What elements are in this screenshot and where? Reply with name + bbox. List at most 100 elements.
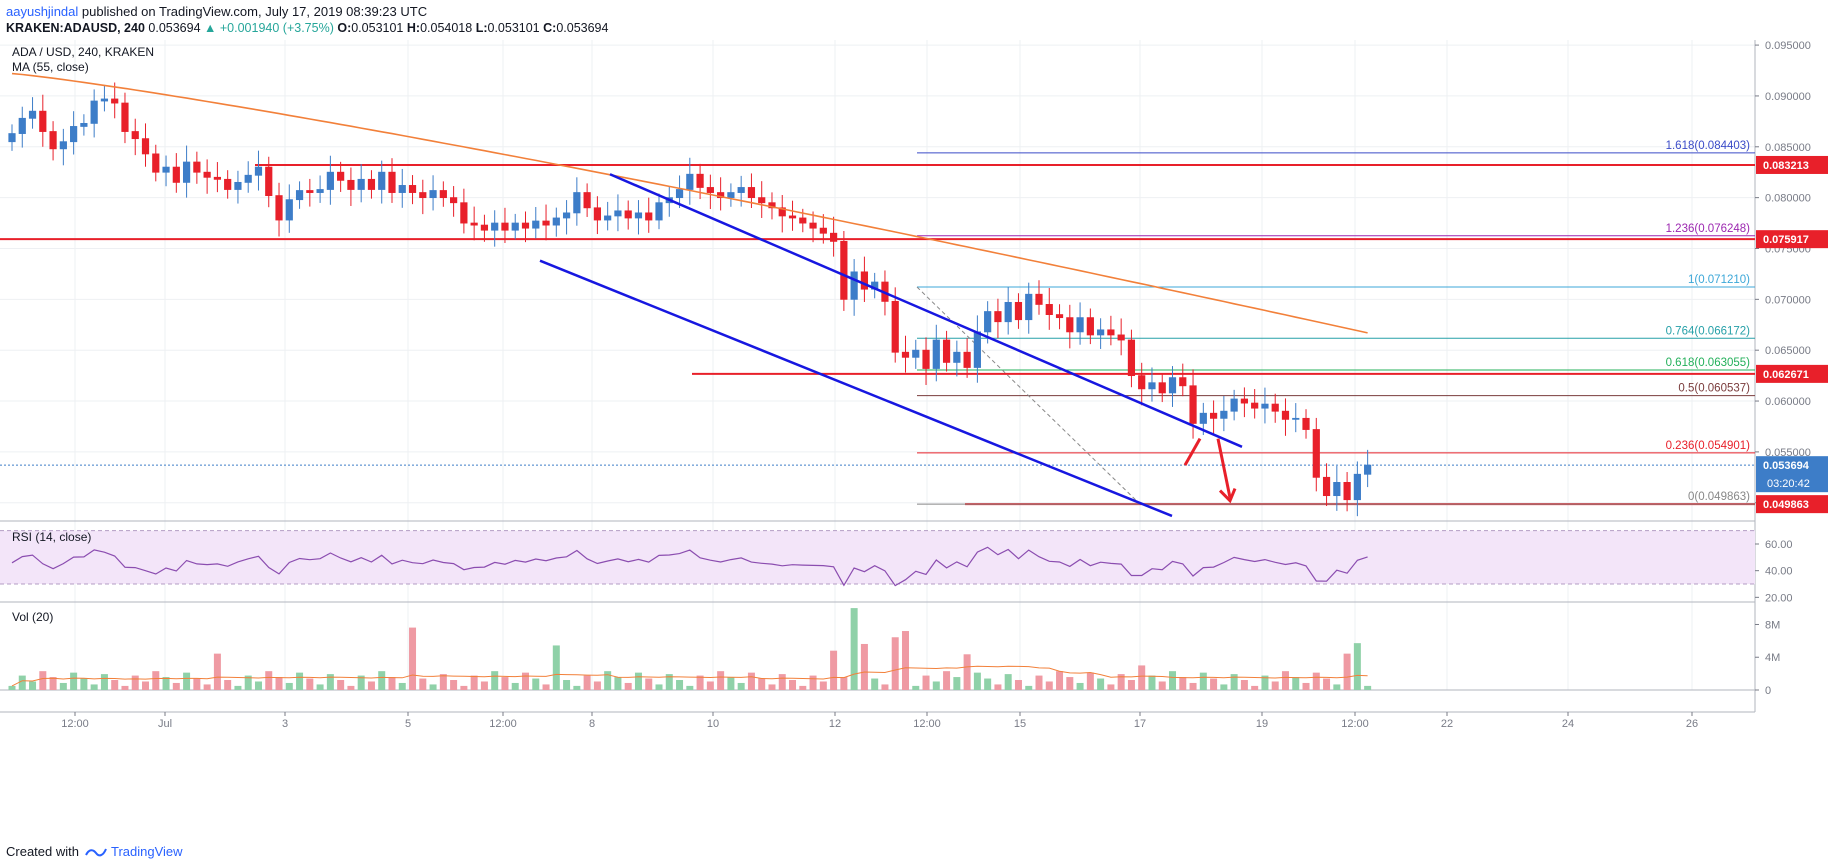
candle-body xyxy=(1292,417,1300,420)
candle-body xyxy=(39,110,47,132)
volume-bar xyxy=(1148,675,1156,690)
volume-bar xyxy=(912,685,920,690)
y-tick-label: 0.085000 xyxy=(1765,142,1811,154)
volume-bar xyxy=(1240,680,1248,690)
rsi-tick-label: 40.00 xyxy=(1765,566,1793,578)
candle-body xyxy=(912,349,920,358)
candle-body xyxy=(316,189,324,193)
fib-label: 0.618(0.063055) xyxy=(1666,357,1751,369)
volume-bar xyxy=(1056,671,1064,690)
y-tick-label: 0.055000 xyxy=(1765,447,1811,459)
volume-bar xyxy=(470,675,478,690)
volume-bar xyxy=(491,671,499,690)
volume-bar xyxy=(1169,671,1177,690)
candle-body xyxy=(419,192,427,199)
candle-body xyxy=(634,212,643,219)
candle-body xyxy=(111,98,119,104)
volume-bar xyxy=(1066,677,1074,690)
candle-body xyxy=(1322,476,1331,497)
candle-body xyxy=(439,190,447,199)
volume-bar xyxy=(1333,684,1341,690)
candle-body xyxy=(614,210,622,217)
volume-bar xyxy=(747,672,755,690)
candle-body xyxy=(1199,412,1207,424)
volume-bar xyxy=(224,680,232,690)
candle-body xyxy=(172,166,180,183)
volume-bar xyxy=(963,654,971,690)
volume-bar xyxy=(367,681,375,690)
candle-body xyxy=(28,110,37,119)
volume-bar xyxy=(789,680,797,690)
x-tick-label: 12 xyxy=(829,718,841,730)
volume-bar xyxy=(234,685,242,690)
price-chart[interactable]: 1.618(0.084403) 1.236(0.076248) 1(0.071210… xyxy=(0,40,1828,840)
volume-bar xyxy=(398,682,406,690)
volume-bar xyxy=(275,677,283,690)
candle-body xyxy=(1168,377,1177,394)
candle-body xyxy=(1066,317,1074,333)
volume-bar xyxy=(984,678,992,690)
fib-label: 0.236(0.054901) xyxy=(1666,440,1751,452)
candle-body xyxy=(624,210,632,219)
candle-body xyxy=(1364,464,1372,475)
volume-bar xyxy=(727,677,735,690)
volume-bar xyxy=(439,674,447,690)
candle-body xyxy=(18,117,26,134)
candle-body xyxy=(1045,304,1053,315)
x-tick-label: 12:00 xyxy=(913,718,941,730)
volume-bar xyxy=(213,653,221,690)
candle-body xyxy=(429,190,437,199)
candle-body xyxy=(737,187,745,193)
volume-bar xyxy=(994,684,1002,690)
author-link[interactable]: aayushjindal xyxy=(6,4,79,19)
candle-body xyxy=(203,171,211,178)
volume-bar xyxy=(244,675,252,690)
candle-body xyxy=(758,197,766,204)
candle-body xyxy=(1240,398,1248,404)
candle-body xyxy=(265,166,273,197)
candle-body xyxy=(100,98,109,102)
candle-body xyxy=(1055,314,1064,319)
ma-legend: MA (55, close) xyxy=(12,60,89,74)
x-tick-label: 19 xyxy=(1256,718,1268,730)
rsi-line xyxy=(11,546,1368,587)
tradingview-link[interactable]: TradingView xyxy=(110,844,183,859)
candle-body xyxy=(1333,482,1341,497)
candle-body xyxy=(583,192,591,209)
candle-body xyxy=(398,185,406,193)
candle-body xyxy=(1261,403,1269,409)
x-tick-label: 10 xyxy=(707,718,719,730)
candle-body xyxy=(480,224,489,231)
volume-bar xyxy=(429,684,437,690)
x-tick-label: 12:00 xyxy=(61,718,89,730)
last-price: 0.053694 xyxy=(148,21,201,35)
candle-body xyxy=(347,179,355,190)
candle-body xyxy=(891,300,899,353)
candle-body xyxy=(275,195,283,221)
volume-bar xyxy=(172,682,180,690)
price-axis[interactable]: 0.0950000.0900000.0850000.0800000.075000… xyxy=(1755,40,1828,697)
time-axis[interactable]: 12:00 Jul 3 5 12:00 8 10 12 12:00 15 17 19 12:00 22 24… xyxy=(61,712,1698,730)
chart-title: ADA / USD, 240, KRAKEN xyxy=(12,45,154,59)
candle-body xyxy=(1353,473,1361,501)
candle-body xyxy=(809,222,817,229)
candle-body xyxy=(337,171,345,181)
volume-bar xyxy=(306,678,314,690)
volume-bar xyxy=(80,678,88,690)
last-price-badge xyxy=(1756,456,1828,493)
volume-bar xyxy=(511,682,519,690)
candle-body xyxy=(162,166,170,173)
down-arrow xyxy=(1216,438,1232,498)
volume-bar xyxy=(532,678,540,690)
candle-body xyxy=(1138,375,1146,390)
candle-body xyxy=(747,187,756,199)
candle-body xyxy=(645,212,653,221)
fib-label: 1(0.071210) xyxy=(1688,274,1750,286)
volume-bar xyxy=(162,677,170,690)
volume-bar xyxy=(583,675,591,690)
volume-bar xyxy=(686,685,694,690)
candle-body xyxy=(1117,334,1125,341)
volume-bar xyxy=(265,671,273,690)
volume-bar xyxy=(717,671,725,690)
candlesticks xyxy=(8,82,1372,517)
